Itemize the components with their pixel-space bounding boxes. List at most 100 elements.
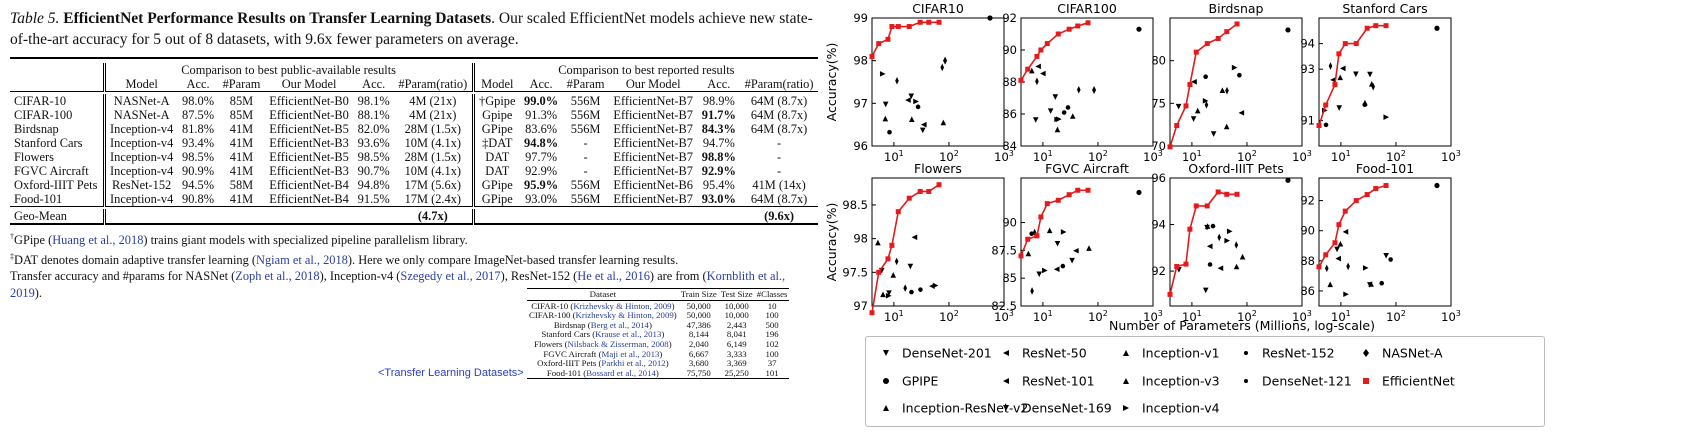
table-cell: GPipe xyxy=(471,192,520,207)
table-cell: 64M (8.7x) xyxy=(750,192,808,206)
cite-link[interactable]: Krause et al., 2013 xyxy=(595,329,662,340)
dataset-name: CIFAR-10 xyxy=(14,94,67,108)
efficientnet-point xyxy=(1167,144,1173,150)
table-row: Birdsnap Inception-v4 81.8% 41M EfficientNet… xyxy=(10,122,818,136)
table-cell: - xyxy=(583,136,588,150)
x-tick-label: 101 xyxy=(884,309,904,324)
efficientnet-point xyxy=(885,256,891,262)
cite-link[interactable]: Zoph et al., 2018 xyxy=(235,269,320,284)
y-tick-label: 96 xyxy=(1151,171,1166,185)
table-cell: NASNet-A xyxy=(102,108,178,122)
efficientnet-point xyxy=(1215,189,1221,195)
table-cell: Gpipe xyxy=(471,108,520,122)
y-tick-label: 92 xyxy=(1300,194,1315,208)
x-tick-label: 103 xyxy=(1292,149,1312,164)
dataset-name: FGVC Aircraft xyxy=(14,164,89,178)
y-axis-label: Accuracy(%) xyxy=(824,203,839,282)
cite-link[interactable]: Parkhi et al., 2012 xyxy=(601,358,666,369)
legend-entry: NASNet-A xyxy=(1382,346,1443,361)
column-header: Our Model xyxy=(625,77,681,91)
efficientnet-point xyxy=(1342,41,1348,47)
y-tick-label: 82.5 xyxy=(991,299,1017,313)
efficientnet-point xyxy=(1187,82,1193,88)
cite-link[interactable]: Szegedy et al., 2017 xyxy=(400,269,501,284)
transfer-datasets-link[interactable]: <Transfer Learning Datasets> xyxy=(378,367,524,379)
efficientnet-point xyxy=(917,19,923,25)
table-cell: Inception-v4 xyxy=(102,136,178,150)
table-row: CIFAR-10 NASNet-A 98.0% 85M EfficientNet-B0 9… xyxy=(10,94,818,108)
table-cell: EfficientNet-B3 xyxy=(269,164,349,178)
footnotes: †GPipe (Huang et al., 2018) trains giant… xyxy=(10,229,818,301)
table-label: Table 5. xyxy=(10,10,60,27)
efficientnet-point xyxy=(1336,51,1342,57)
gpipe-point xyxy=(1434,25,1440,31)
cite-link[interactable]: Bossard et al., 2014 xyxy=(586,367,656,378)
ds-column-header: Dataset xyxy=(589,289,617,299)
table-row: Food-101 Inception-v4 90.8% 41M EfficientNet… xyxy=(10,192,818,207)
gpipe-point xyxy=(1136,26,1142,32)
efficientnet-point xyxy=(1044,201,1050,207)
efficientnet-point xyxy=(1234,21,1240,27)
caption-text: . Our scaled EfficientNet models achieve… xyxy=(10,10,813,48)
table-cell: 93.0% xyxy=(525,192,558,206)
table-cell: 556M xyxy=(570,108,601,122)
cite-link[interactable]: Krizhevsky & Hinton, 2009 xyxy=(573,300,672,311)
table-cell: 90.8% xyxy=(182,192,215,206)
efficientnet-point xyxy=(1066,192,1072,198)
efficientnet-point xyxy=(1323,102,1329,108)
table-cell: GPipe xyxy=(471,178,520,192)
ds-column-header: Train Size xyxy=(680,289,717,299)
cite-link[interactable]: Maji et al., 2013 xyxy=(601,348,660,359)
table-cell: EfficientNet-B5 xyxy=(269,122,349,136)
table-row: CIFAR-100 NASNet-A 87.5% 85M EfficientNet-B0… xyxy=(10,108,818,122)
footnote-1: †GPipe (Huang et al., 2018) trains giant… xyxy=(10,232,468,248)
ds-column-header: #Classes xyxy=(756,289,788,299)
gpipe-point xyxy=(1285,177,1291,183)
table-cell: 556M xyxy=(570,94,601,108)
cite-link[interactable]: Ngiam et al., 2018 xyxy=(256,252,348,267)
ds-row: CIFAR-10 (Krizhevsky & Hinton, 2009) 50,0… xyxy=(531,300,777,311)
table-cell: 81.8% xyxy=(182,122,215,136)
cite-link[interactable]: Krizhevsky & Hinton, 2009 xyxy=(575,310,674,321)
table-cell: Inception-v4 xyxy=(102,150,178,164)
table-cell: 98.1% xyxy=(357,94,390,108)
dataset-name: Food-101 xyxy=(14,192,63,206)
efficientnet-point xyxy=(889,242,895,248)
efficientnet-point xyxy=(1075,187,1081,193)
table-cell: - xyxy=(776,150,782,164)
cite-link[interactable]: Huang et al., 2018 xyxy=(52,233,144,248)
table-cell: 28M (1.5x) xyxy=(404,122,462,136)
dataset-name: Birdsnap xyxy=(14,122,59,136)
group-header-public: Comparison to best public-available resu… xyxy=(102,63,474,77)
table-cell: 17M (5.6x) xyxy=(404,178,462,192)
x-tick-label: 102 xyxy=(1088,309,1108,324)
efficientnet-point xyxy=(1234,191,1240,197)
cite-link[interactable]: Nilsback & Zisserman, 2008 xyxy=(567,338,669,349)
efficientnet-point xyxy=(1055,31,1061,37)
table-cell: EfficientNet-B4 xyxy=(269,178,349,192)
efficientnet-point xyxy=(885,36,891,42)
cite-link[interactable]: Kornblith et al., 2019 xyxy=(10,269,786,300)
y-axis-label: Accuracy(%) xyxy=(824,43,839,122)
efficientnet-point xyxy=(1018,253,1024,259)
y-tick-label: 90 xyxy=(1300,224,1315,238)
table-cell: 87.5% xyxy=(182,108,215,122)
table-cell: EfficientNet-B0 xyxy=(269,94,349,108)
table-cell: 85M xyxy=(229,108,254,122)
geomean-row: Geo-Mean (4.7x) (9.6x) xyxy=(10,209,818,224)
efficientnet-point xyxy=(1336,222,1342,228)
cite-link[interactable]: Berg et al., 2014 xyxy=(590,319,649,330)
y-tick-label: 98 xyxy=(853,232,868,246)
table-cell: 98.5% xyxy=(357,150,390,164)
dataset-name: CIFAR-100 xyxy=(14,108,73,122)
efficientnet-point xyxy=(1204,41,1210,47)
table-cell: EfficientNet-B7 xyxy=(613,164,693,178)
efficientnet-point xyxy=(895,209,901,215)
efficientnet-point xyxy=(1174,263,1180,269)
y-tick-label: 88 xyxy=(1002,75,1017,89)
cite-link[interactable]: He et al., 2016 xyxy=(577,269,650,284)
table-cell: 94.7% xyxy=(702,136,735,150)
